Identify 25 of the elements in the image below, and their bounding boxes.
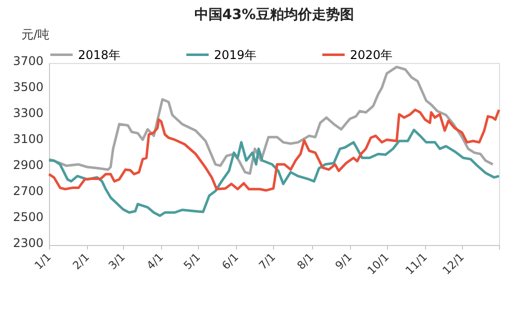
y-tick-label: 2500 xyxy=(12,210,44,224)
y-tick-label: 2900 xyxy=(12,158,44,172)
x-tick-label: 2/1 xyxy=(70,250,92,272)
x-tick-label: 7/1 xyxy=(256,250,278,272)
line-series xyxy=(48,108,500,192)
y-tick-label: 3300 xyxy=(12,106,44,120)
x-tick-label: 4/1 xyxy=(144,250,166,272)
y-tick-label: 3100 xyxy=(12,132,44,146)
legend-label: 2020年 xyxy=(350,48,393,62)
legend-label: 2019年 xyxy=(214,48,257,62)
x-tick-label: 6/1 xyxy=(219,250,242,272)
y-tick-label: 3500 xyxy=(12,80,44,94)
legend-label: 2018年 xyxy=(78,48,121,62)
x-tick-label: 9/1 xyxy=(332,250,355,272)
chart-title: 中国43%豆粕均价走势图 xyxy=(194,7,354,23)
y-tick-label: 3700 xyxy=(12,54,44,68)
x-tick-label: 5/1 xyxy=(181,250,203,272)
x-tick-label: 3/1 xyxy=(106,250,128,272)
line-series xyxy=(48,128,500,217)
x-tick-label: 1/1 xyxy=(32,250,54,272)
line-series xyxy=(48,66,494,175)
y-tick-label: 2300 xyxy=(12,236,44,250)
y-tick-label: 2700 xyxy=(12,184,44,198)
x-tick-label: 8/1 xyxy=(294,250,316,272)
y-axis-title: 元/吨 xyxy=(22,28,50,42)
